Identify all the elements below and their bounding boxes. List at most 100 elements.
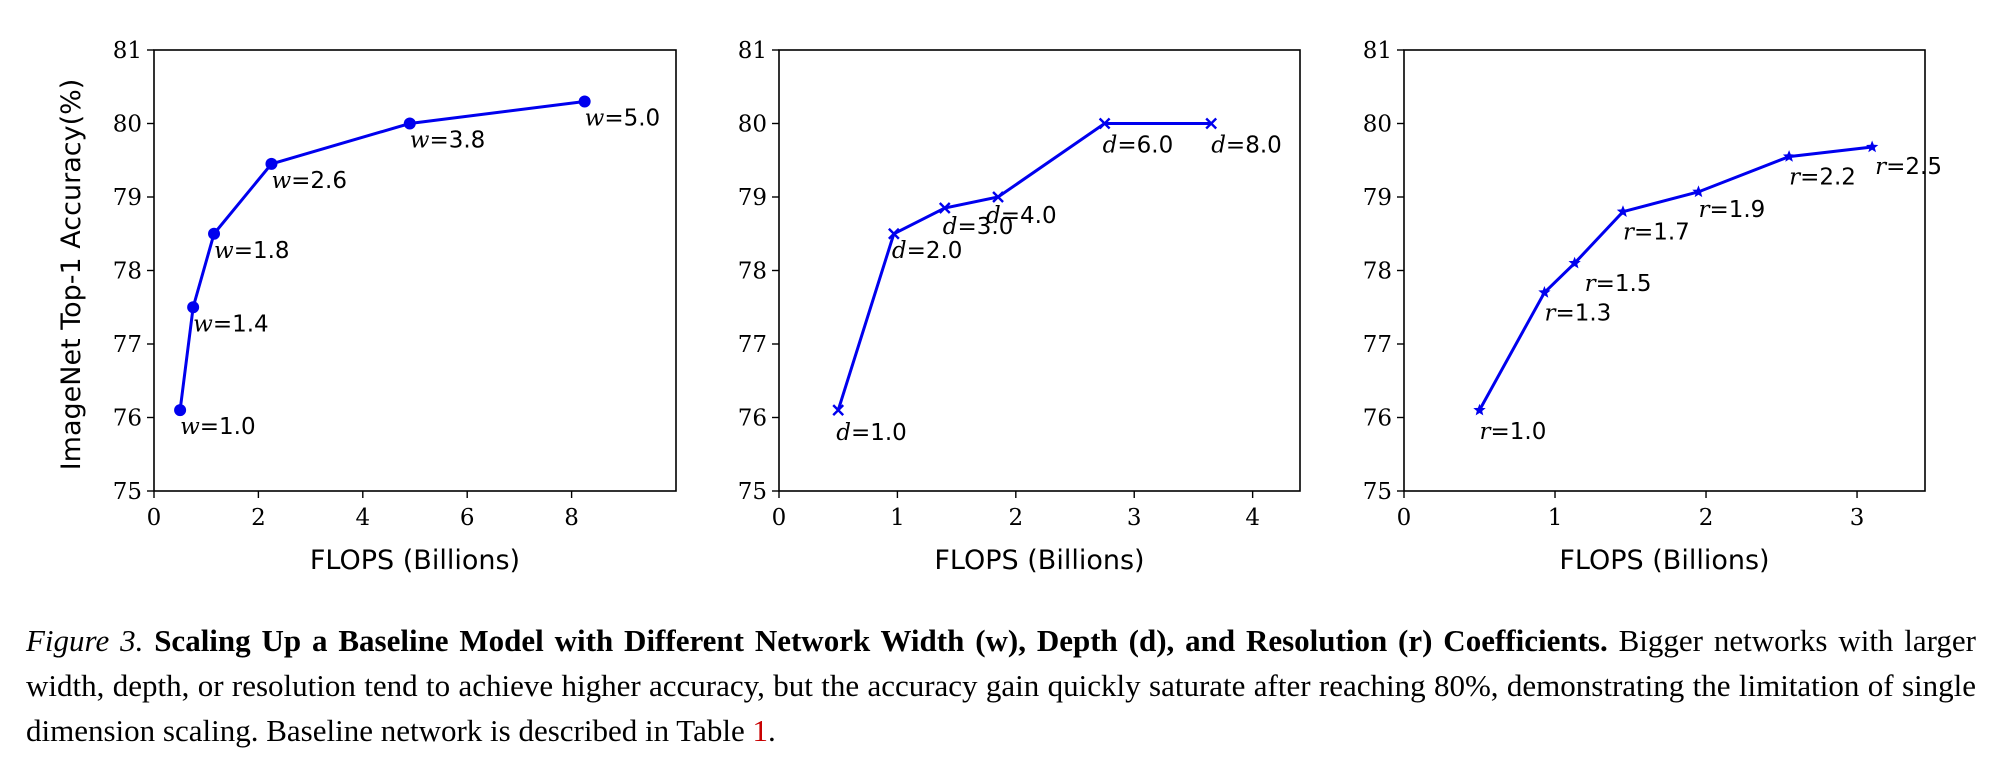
data-point [174,404,187,417]
data-label: d=4.0 [986,203,1057,229]
y-tick-label: 76 [113,406,142,432]
data-label: w=2.6 [271,168,347,194]
x-axis-title: FLOPS (Billions) [1559,545,1769,576]
y-tick-label: 78 [1363,259,1392,285]
y-tick-label: 81 [1363,38,1392,64]
data-label-variable: r [1585,271,1598,297]
data-label-variable: r [1875,154,1888,180]
data-point [1538,286,1551,298]
data-label-value: =1.3 [1555,301,1611,327]
data-point [1568,256,1581,269]
x-tick-label: 2 [1699,505,1714,531]
data-label-variable: w [271,168,291,194]
y-tick-label: 81 [738,38,767,64]
y-tick-label: 76 [1363,406,1392,432]
data-label-value: =8.0 [1226,133,1282,159]
data-label: d=3.0 [943,214,1014,240]
y-tick-label: 79 [113,185,142,211]
data-label-value: =3.0 [958,214,1014,240]
data-point [1098,117,1111,130]
data-label-value: =2.5 [1886,154,1942,180]
data-label-variable: w [585,105,605,131]
data-label-variable: r [1789,165,1802,191]
data-label-value: =5.0 [604,105,660,131]
data-label-variable: w [214,238,234,264]
x-tick-label: 4 [1245,505,1260,531]
y-tick-label: 77 [1363,332,1392,358]
data-label-variable: w [193,311,213,337]
data-label-value: =1.9 [1709,197,1765,223]
data-point [1205,117,1218,130]
x-tick-label: 0 [772,505,787,531]
data-label: r=1.9 [1698,197,1765,223]
y-tick-label: 80 [738,112,767,138]
data-label: w=3.8 [410,128,486,154]
data-label: w=1.8 [214,238,290,264]
y-tick-label: 77 [738,332,767,358]
data-label-value: =2.2 [1800,165,1856,191]
caption-end: . [767,713,776,748]
data-point [403,117,416,130]
data-label-variable: d [836,420,851,446]
data-point [187,301,200,314]
data-label: r=1.0 [1480,419,1547,445]
y-tick-label: 81 [113,38,142,64]
data-label-variable: r [1544,301,1557,327]
data-label: w=5.0 [585,105,661,131]
y-tick-label: 78 [738,259,767,285]
data-label-variable: r [1480,419,1493,445]
x-tick-label: 8 [564,505,579,531]
table-ref-link[interactable]: 1 [752,713,768,748]
data-label-value: =3.8 [429,128,485,154]
data-point [832,404,845,416]
series-line [836,122,1212,411]
y-tick-label: 79 [738,185,767,211]
data-point [1616,205,1630,217]
data-label-variable: r [1698,197,1711,223]
data-label-variable: d [1211,133,1226,159]
data-label-value: =1.7 [1634,220,1690,246]
y-tick-label: 75 [113,479,142,505]
y-tick-label: 76 [738,406,767,432]
x-tick-label: 4 [355,505,370,531]
caption-title: Scaling Up a Baseline Model with Differe… [154,623,1608,658]
data-label: r=1.3 [1544,301,1611,327]
x-tick-label: 2 [1008,505,1023,531]
data-label: d=6.0 [1103,133,1174,159]
data-point [578,95,591,108]
y-axis-title: ImageNet Top-1 Accuracy(%) [56,79,87,471]
data-point [938,202,951,214]
data-point [208,227,221,240]
data-label: d=1.0 [836,420,907,446]
data-point [1692,185,1705,198]
data-point [888,227,900,240]
data-label: d=8.0 [1211,133,1282,159]
caption-body: Bigger networks with larger width, depth… [26,623,1976,748]
data-label-value: =2.6 [291,168,347,194]
y-tick-label: 75 [1363,479,1392,505]
figure-label: Figure 3. [26,623,144,658]
data-label: r=1.5 [1585,271,1652,297]
y-tick-label: 80 [1363,112,1392,138]
y-tick-label: 77 [113,332,142,358]
data-label-variable: d [892,238,907,264]
data-label-value: =6.0 [1117,133,1173,159]
figure-caption: Figure 3. Scaling Up a Baseline Model wi… [26,618,1976,753]
data-label-value: =4.0 [1001,203,1057,229]
chart-width-scaling: 75 76 77 78 79 80 81 0 2 4 6 8 FLOPS (Billions) Image… [56,38,677,576]
data-point [1782,150,1796,162]
data-point [1473,403,1486,416]
data-label-value: =1.0 [200,414,256,440]
data-label: r=2.2 [1789,165,1856,191]
data-label-variable: d [1103,133,1118,159]
data-label-value: =1.5 [1596,271,1652,297]
x-tick-label: 3 [1850,505,1865,531]
data-label: w=1.0 [180,414,256,440]
x-tick-label: 6 [460,505,475,531]
data-point [992,191,1004,203]
data-label-variable: w [410,128,430,154]
data-label: d=2.0 [892,238,963,264]
x-tick-label: 0 [147,505,162,531]
data-label-value: =1.4 [213,311,269,337]
